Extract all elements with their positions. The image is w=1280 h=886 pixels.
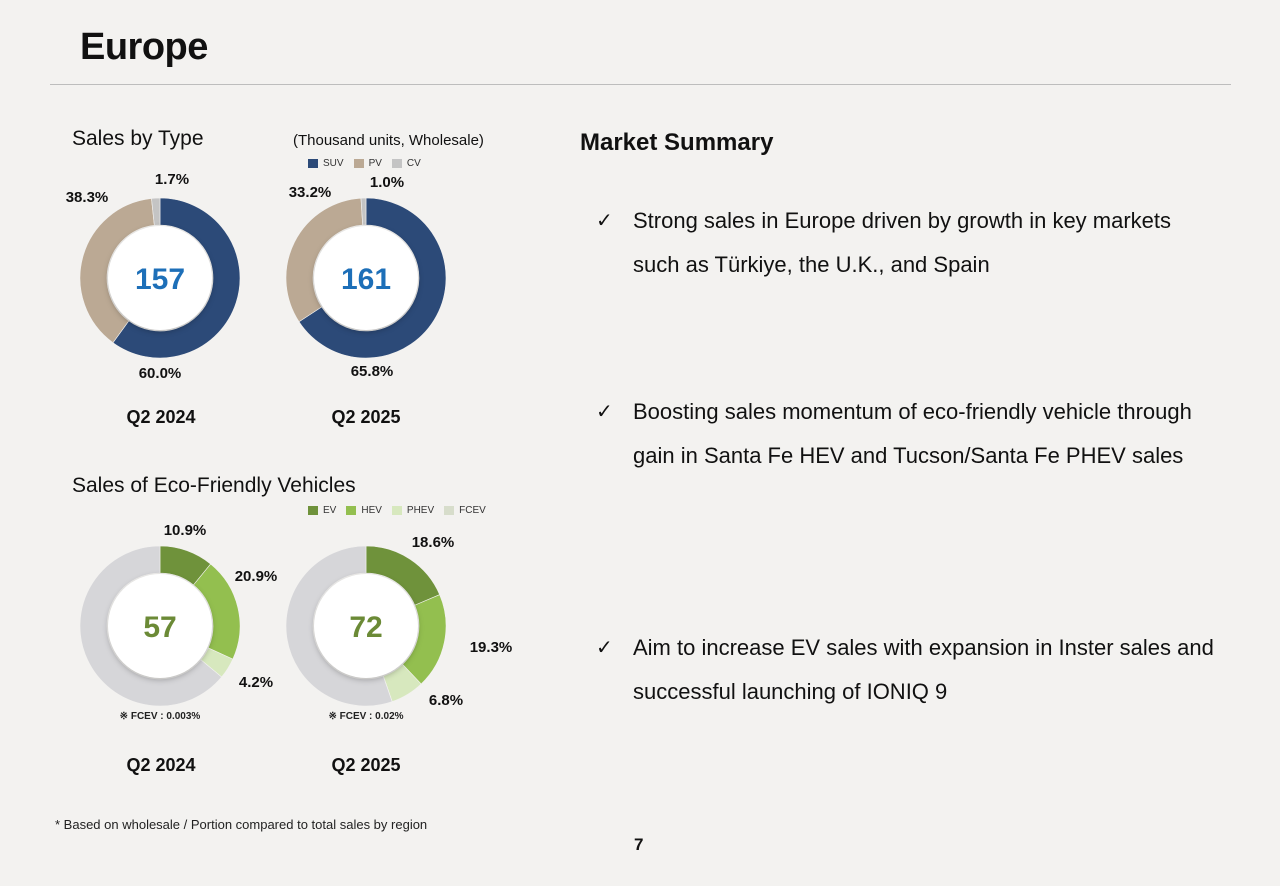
legend-label-pv: PV (368, 158, 382, 169)
period-label-type-q2-2024: Q2 2024 (126, 407, 196, 427)
slice-label-hev: 20.9% (235, 568, 278, 585)
summary-bullet: ✓ Strong sales in Europe driven by growt… (596, 199, 1216, 287)
donut-total-label: 57 (143, 611, 176, 644)
donut-total-label: 161 (341, 263, 391, 296)
period-label-type-q2-2025: Q2 2025 (331, 407, 401, 427)
donut-chart-eco-q2-2025: 72 18.6% 19.3% 6.8% ※ FCEV : 0.02% (285, 534, 512, 722)
legend-swatch-cv (391, 159, 402, 168)
page-number: 7 (634, 835, 644, 854)
slice-label-hev: 19.3% (470, 639, 513, 656)
donut-center (314, 226, 418, 330)
legend-label-hev: HEV (361, 505, 382, 516)
legend-item-suv: SUV (308, 158, 344, 169)
slice-label-cv: 1.7% (155, 171, 189, 188)
summary-bullet-text: Boosting sales momentum of eco-friendly … (633, 399, 1192, 468)
checkmark-icon: ✓ (596, 210, 613, 232)
slice-rest (79, 545, 223, 707)
legend-swatch-suv (308, 159, 318, 168)
legend-item-hev: HEV (346, 505, 382, 516)
legend-swatch-phev (391, 506, 402, 515)
eco-sales-title: Sales of Eco-Friendly Vehicles (72, 474, 356, 497)
slice-label-ev: 18.6% (412, 534, 455, 551)
legend-swatch-pv (353, 159, 364, 168)
page-title: Europe (80, 26, 208, 68)
legend-swatch-fcev (444, 506, 455, 515)
donut-chart-type-q2-2025: 161 65.8% 33.2% 1.0% (285, 174, 447, 380)
slice-label-phev: 4.2% (239, 674, 273, 691)
fcev-note: ※ FCEV : 0.02% (328, 711, 403, 722)
legend-item-ev: EV (308, 505, 336, 516)
legend-label-fcev: FCEV (459, 505, 486, 516)
slice-cv (360, 197, 367, 226)
slice-label-ev: 10.9% (164, 522, 207, 539)
period-label-eco-q2-2025: Q2 2025 (331, 755, 401, 775)
footnote: * Based on wholesale / Portion compared … (55, 817, 428, 832)
eco-sales-legend: EV HEV PHEV FCEV (308, 505, 486, 516)
period-label-eco-q2-2024: Q2 2024 (126, 755, 196, 775)
checkmark-icon: ✓ (596, 637, 613, 659)
slice-label-pv: 33.2% (289, 184, 332, 201)
legend-label-suv: SUV (323, 158, 344, 169)
legend-label-ev: EV (323, 505, 337, 516)
sales-by-type-legend: SUV PV CV (308, 158, 421, 169)
legend-item-cv: CV (391, 158, 421, 169)
unit-note: (Thousand units, Wholesale) (293, 132, 484, 149)
checkmark-icon: ✓ (596, 401, 613, 423)
legend-item-fcev: FCEV (444, 505, 486, 516)
donut-center (108, 574, 212, 678)
donut-chart-type-q2-2024: 157 60.0% 38.3% 1.7% (66, 171, 241, 382)
title-divider (50, 84, 1231, 85)
donut-chart-eco-q2-2024: 57 10.9% 20.9% 4.2% ※ FCEV : 0.003% (79, 522, 277, 722)
legend-item-phev: PHEV (391, 505, 435, 516)
slice-label-suv: 60.0% (139, 365, 182, 382)
legend-label-phev: PHEV (406, 505, 435, 516)
summary-bullet-text: Aim to increase EV sales with expansion … (633, 635, 1214, 704)
slice-suv (112, 197, 241, 359)
market-summary-title: Market Summary (580, 129, 774, 156)
donut-total-label: 72 (349, 611, 382, 644)
legend-label-cv: CV (406, 158, 421, 169)
slice-label-phev: 6.8% (429, 692, 463, 709)
fcev-note: ※ FCEV : 0.003% (120, 711, 201, 722)
slice-label-cv: 1.0% (370, 174, 404, 191)
summary-bullet: ✓ Aim to increase EV sales with expansio… (596, 626, 1216, 714)
legend-item-pv: PV (353, 158, 382, 169)
summary-bullet: ✓ Boosting sales momentum of eco-friendl… (596, 390, 1216, 478)
legend-swatch-ev (308, 506, 318, 515)
sales-by-type-title: Sales by Type (72, 127, 204, 150)
slice-label-pv: 38.3% (66, 189, 109, 206)
donut-center (108, 226, 212, 330)
slice-cv (151, 197, 161, 226)
donut-total-label: 157 (135, 263, 185, 296)
slice-rest (285, 545, 393, 707)
summary-bullet-text: Strong sales in Europe driven by growth … (633, 208, 1172, 277)
donut-center (314, 574, 418, 678)
slice-label-suv: 65.8% (351, 363, 394, 380)
legend-swatch-hev (346, 506, 357, 515)
slice-suv (298, 197, 447, 359)
